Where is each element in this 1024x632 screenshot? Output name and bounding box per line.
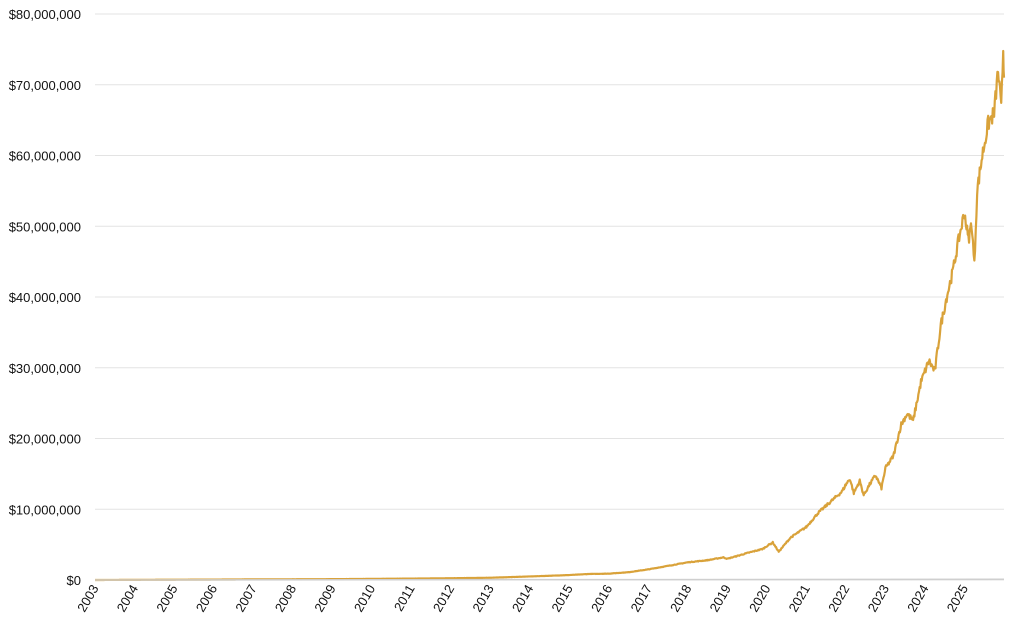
x-tick-label: 2006 <box>193 582 220 615</box>
x-tick-label: 2024 <box>904 582 931 615</box>
x-tick-label: 2005 <box>153 582 180 615</box>
y-tick-label: $40,000,000 <box>9 290 81 305</box>
y-tick-label: $60,000,000 <box>9 149 81 164</box>
x-tick-label: 2009 <box>311 582 338 615</box>
x-tick-label: 2015 <box>548 582 575 615</box>
series-lines <box>94 49 1006 582</box>
x-axis-labels: 2003 2004 2005 2006 2007 2008 2009 2010 2011 2012… <box>74 582 971 615</box>
x-tick-label: 2011 <box>391 582 418 614</box>
y-tick-label: $20,000,000 <box>9 432 81 447</box>
gridlines <box>95 13 1004 581</box>
series-line-main <box>94 49 1006 582</box>
x-tick-label: 2018 <box>667 582 694 615</box>
x-tick-label: 2016 <box>588 582 615 615</box>
x-tick-label: 2019 <box>706 582 733 615</box>
x-tick-label: 2017 <box>627 582 654 615</box>
x-tick-label: 2021 <box>786 582 813 615</box>
x-tick-label: 2004 <box>114 582 141 615</box>
x-tick-label: 2025 <box>944 582 971 615</box>
y-tick-label: $10,000,000 <box>9 502 81 517</box>
x-tick-label: 2008 <box>272 582 299 615</box>
x-tick-label: 2010 <box>351 582 378 615</box>
x-tick-label: 2020 <box>746 582 773 615</box>
y-tick-label: $30,000,000 <box>9 361 81 376</box>
x-tick-label: 2012 <box>430 582 457 615</box>
y-tick-label: $80,000,000 <box>9 7 81 22</box>
y-tick-label: $70,000,000 <box>9 78 81 93</box>
y-tick-label: $0 <box>67 573 81 588</box>
x-tick-label: 2013 <box>469 582 496 615</box>
x-tick-label: 2007 <box>232 582 259 615</box>
y-tick-label: $50,000,000 <box>9 219 81 234</box>
x-tick-label: 2014 <box>509 582 536 615</box>
y-axis-labels: $0 $10,000,000 $20,000,000 $30,000,000 $40,0… <box>9 7 81 588</box>
series-line-baseline <box>94 578 1005 581</box>
x-tick-label: 2022 <box>825 582 852 615</box>
x-tick-label: 2023 <box>865 582 892 615</box>
